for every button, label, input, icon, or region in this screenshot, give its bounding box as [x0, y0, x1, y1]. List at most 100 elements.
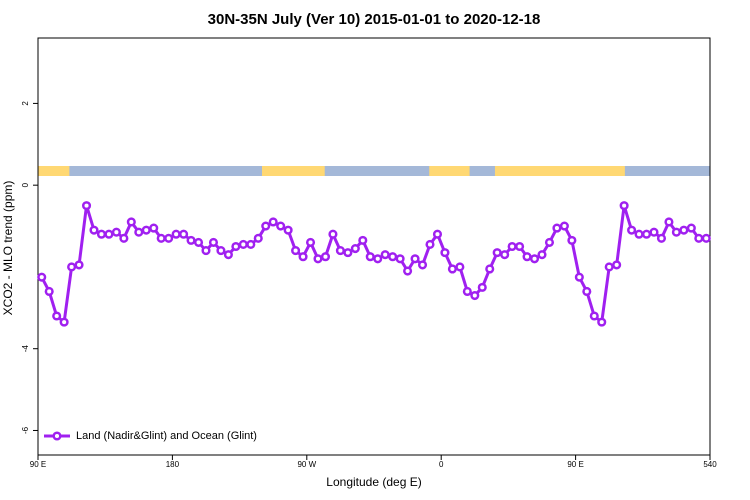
data-point — [67, 262, 77, 272]
data-point — [507, 241, 517, 252]
x-tick-label: 90 W — [297, 460, 316, 469]
data-point — [104, 229, 114, 239]
data-point — [149, 223, 159, 233]
data-point — [283, 225, 293, 235]
data-point — [37, 272, 47, 282]
data-point — [186, 235, 196, 245]
ocean-strip — [38, 166, 710, 176]
land-strip — [262, 166, 325, 176]
data-point — [81, 201, 92, 211]
data-point — [44, 286, 54, 297]
y-tick-label: 0 — [21, 182, 30, 187]
data-point — [193, 237, 204, 247]
data-point — [447, 264, 457, 274]
data-point — [425, 239, 435, 250]
land-strip — [494, 166, 625, 176]
data-point — [477, 282, 487, 292]
y-axis-label: XCO2 - MLO trend (ppm) — [1, 181, 15, 316]
data-point — [246, 239, 256, 250]
data-point — [253, 233, 263, 243]
x-tick-label: 180 — [166, 460, 180, 469]
data-point — [134, 227, 144, 237]
data-point — [358, 235, 368, 245]
data-point — [96, 229, 107, 239]
data-point — [582, 286, 592, 297]
legend-label: Land (Nadir&Glint) and Ocean (Glint) — [76, 430, 257, 442]
data-point — [671, 227, 681, 237]
data-point — [380, 250, 390, 260]
y-tick-label: 2 — [21, 101, 30, 106]
data-point — [440, 248, 450, 258]
data-point — [701, 233, 711, 243]
data-point — [529, 254, 540, 264]
y-tick-label: -4 — [21, 345, 30, 353]
data-point — [627, 225, 637, 235]
data-point — [552, 223, 562, 233]
y-tick-label: -6 — [21, 426, 30, 434]
x-tick-label: 90 E — [30, 460, 46, 469]
data-point — [238, 239, 248, 250]
data-point — [537, 250, 547, 260]
legend-marker — [52, 431, 62, 441]
x-tick-label: 0 — [439, 460, 444, 469]
data-point — [686, 223, 696, 233]
data-point — [649, 227, 659, 237]
data-point — [694, 233, 704, 243]
data-point — [634, 229, 644, 239]
data-point — [164, 233, 174, 243]
data-point — [604, 262, 614, 272]
data-point — [156, 233, 166, 243]
data-point — [201, 246, 211, 256]
data-point — [208, 237, 219, 247]
land-strip — [38, 166, 70, 176]
data-point — [395, 254, 405, 264]
data-point — [59, 317, 69, 327]
data-point — [619, 201, 629, 211]
data-point — [261, 221, 271, 231]
data-point — [388, 252, 398, 262]
data-point — [365, 252, 375, 262]
data-point — [291, 246, 301, 256]
data-point — [679, 225, 689, 235]
data-point — [52, 311, 62, 321]
data-point — [328, 229, 338, 239]
data-point — [119, 233, 129, 243]
data-point — [455, 262, 465, 272]
x-axis-label: Longitude (deg E) — [326, 475, 421, 489]
data-point — [141, 225, 151, 235]
data-point — [492, 248, 502, 258]
data-point — [589, 311, 599, 321]
data-point — [597, 317, 607, 327]
data-point — [335, 246, 345, 256]
data-point — [612, 260, 622, 270]
data-point — [522, 252, 532, 262]
data-point — [126, 217, 136, 227]
data-point — [373, 254, 383, 264]
data-point — [403, 266, 413, 276]
data-point — [500, 250, 510, 260]
data-point — [664, 217, 674, 227]
data-point — [320, 252, 331, 262]
data-point — [89, 225, 99, 235]
data-point — [313, 254, 323, 264]
data-point — [462, 286, 472, 297]
data-point — [343, 248, 353, 258]
plot-frame — [37, 37, 711, 456]
data-point — [350, 243, 360, 254]
data-point — [574, 272, 584, 282]
data-point — [171, 229, 181, 239]
data-point — [74, 260, 84, 270]
x-tick-label: 90 E — [567, 460, 583, 469]
data-point — [567, 235, 577, 245]
data-point — [515, 241, 525, 252]
data-point — [485, 264, 495, 274]
data-point — [298, 252, 308, 262]
data-point — [216, 246, 226, 256]
data-point — [231, 241, 241, 252]
data-point — [656, 233, 667, 243]
data-point — [417, 260, 428, 270]
data-point — [223, 250, 233, 260]
data-point — [111, 227, 121, 237]
land-strip — [429, 166, 470, 176]
